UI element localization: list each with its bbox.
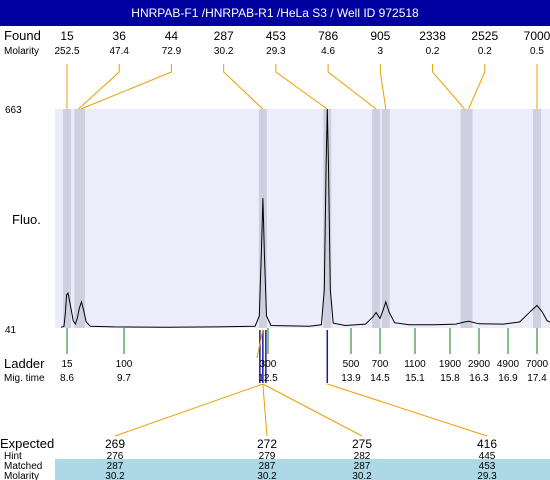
found-molarity: 0.5	[530, 46, 544, 57]
expected-connector	[262, 383, 363, 437]
hint-value: 445	[479, 451, 496, 462]
expected-value: 275	[352, 437, 372, 451]
found-size: 15	[60, 29, 74, 43]
peak-band	[464, 109, 473, 328]
expected-connector	[327, 383, 488, 437]
found-connector	[379, 64, 387, 110]
ladder-mig-time: 15.1	[405, 373, 425, 384]
y-axis-label: Fluo.	[12, 212, 41, 227]
ladder-mig-time: 16.9	[498, 373, 518, 384]
found-size: 2525	[471, 29, 498, 43]
peak-band	[381, 109, 390, 328]
expected-value: 416	[477, 437, 497, 451]
molarity-row-label: Molarity	[4, 46, 39, 57]
y-axis-min-label: 41	[5, 325, 17, 336]
found-connector	[468, 64, 486, 110]
found-row-label: Found	[4, 28, 41, 43]
y-axis-max-label: 663	[5, 105, 22, 116]
expected-value: 272	[257, 437, 277, 451]
peak-band	[372, 109, 381, 328]
ladder-mig-time: 13.9	[341, 373, 361, 384]
ladder-size: 300	[260, 359, 277, 370]
found-size: 36	[113, 29, 127, 43]
ladder-size: 15	[61, 359, 73, 370]
ladder-mig-time: 16.3	[469, 373, 489, 384]
peak-band	[533, 109, 541, 328]
found-connector	[80, 64, 172, 110]
plot-area	[55, 109, 550, 328]
hint-value: 276	[107, 451, 124, 462]
found-connector	[275, 64, 328, 110]
peak-band	[76, 109, 85, 328]
found-connector	[223, 64, 264, 110]
molarity-bottom-row-label: Molarity	[4, 471, 39, 480]
matched-row-label: Matched	[4, 461, 42, 472]
found-connector	[78, 64, 120, 110]
matched-value: 287	[107, 461, 124, 472]
ladder-size: 1100	[404, 359, 426, 370]
expected-molarity-value: 30.2	[257, 471, 277, 480]
found-size: 453	[266, 29, 286, 43]
expected-molarity-value: 30.2	[105, 471, 125, 480]
expected-row-label: Expected	[0, 436, 54, 451]
found-size: 905	[370, 29, 390, 43]
expected-connector	[262, 383, 268, 437]
ladder-mig-time: 12.5	[258, 373, 278, 384]
peak-band	[323, 109, 332, 328]
ladder-size: 1900	[439, 359, 462, 370]
hint-value: 279	[259, 451, 276, 462]
ladder-mig-time: 15.8	[440, 373, 460, 384]
matched-value: 453	[479, 461, 496, 472]
peak-band	[460, 109, 469, 328]
matched-connector	[256, 329, 264, 359]
hint-value: 282	[354, 451, 371, 462]
ladder-mig-time: 8.6	[60, 373, 74, 384]
ladder-size: 700	[372, 359, 389, 370]
mig-time-row-label: Mig. time	[4, 373, 45, 384]
hint-row-label: Hint	[4, 451, 22, 462]
ladder-size: 2900	[468, 359, 491, 370]
expected-value: 269	[105, 437, 125, 451]
matched-value: 287	[354, 461, 371, 472]
found-molarity: 4.6	[321, 46, 335, 57]
found-molarity: 3	[378, 46, 384, 57]
expected-molarity-value: 30.2	[352, 471, 372, 480]
found-size: 2338	[419, 29, 446, 43]
found-size: 7000	[524, 29, 550, 43]
found-size: 786	[318, 29, 338, 43]
ladder-size: 7000	[526, 359, 549, 370]
ladder-mig-time: 9.7	[117, 373, 131, 384]
found-molarity: 72.9	[162, 46, 182, 57]
ladder-mig-time: 14.5	[370, 373, 390, 384]
matched-value: 287	[259, 461, 276, 472]
matched-row-background	[55, 459, 550, 480]
peak-band	[63, 109, 71, 328]
found-connector	[327, 64, 377, 110]
found-molarity: 252.5	[54, 46, 79, 57]
ladder-row-label: Ladder	[4, 356, 45, 371]
found-molarity: 0.2	[478, 46, 492, 57]
expected-connector	[114, 383, 264, 437]
chart-title: HNRPAB-F1 /HNRPAB-R1 /HeLa S3 / Well ID …	[0, 0, 550, 26]
found-molarity: 47.4	[109, 46, 129, 57]
found-size: 44	[165, 29, 179, 43]
expected-molarity-value: 29.3	[477, 471, 497, 480]
found-size: 287	[214, 29, 234, 43]
ladder-mig-time: 17.4	[527, 373, 547, 384]
found-molarity: 0.2	[426, 46, 440, 57]
found-molarity: 29.3	[266, 46, 286, 57]
ladder-size: 500	[343, 359, 360, 370]
ladder-size: 4900	[497, 359, 520, 370]
fluorescence-trace	[60, 108, 550, 328]
ladder-size: 100	[116, 359, 133, 370]
found-molarity: 30.2	[214, 46, 234, 57]
found-connector	[432, 64, 465, 110]
peak-band	[258, 109, 267, 328]
